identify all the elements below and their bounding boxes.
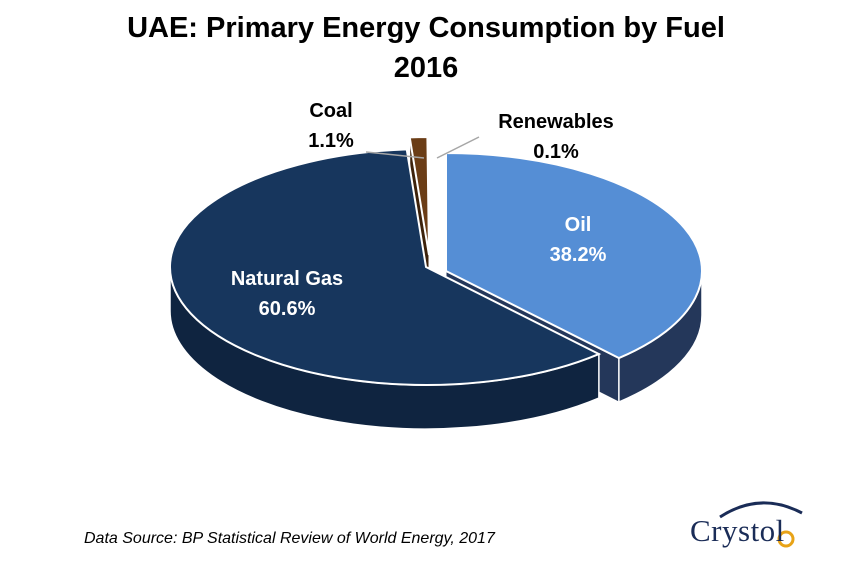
- logo-text: Crystol: [690, 513, 785, 548]
- pie-slice-natural-gas: [169, 148, 602, 386]
- pie-slice-oil: [445, 151, 703, 360]
- leader-line-renewables: [436, 136, 480, 159]
- leader-line-coal: [365, 151, 425, 159]
- slice-value-natural-gas: 60.6%: [259, 298, 316, 320]
- data-source-note: Data Source: BP Statistical Review of Wo…: [84, 530, 495, 547]
- chart-title-year: 2016: [393, 52, 459, 84]
- slice-label-renewables: Renewables: [498, 111, 614, 133]
- slice-value-renewables: 0.1%: [533, 141, 579, 163]
- slice-value-oil: 38.2%: [550, 244, 607, 266]
- chart-title: UAE: Primary Energy Consumption by Fuel: [127, 12, 725, 44]
- crystol-logo: Crystol: [690, 495, 820, 555]
- slice-value-coal: 1.1%: [308, 130, 354, 152]
- slice-label-coal: Coal: [309, 100, 352, 122]
- slice-label-natural-gas: Natural Gas: [231, 268, 343, 290]
- logo-arc-icon: [719, 501, 803, 548]
- pie-slice-renewables: [429, 135, 433, 256]
- pie-slice-coal: [408, 135, 430, 256]
- slice-label-oil: Oil: [565, 214, 592, 236]
